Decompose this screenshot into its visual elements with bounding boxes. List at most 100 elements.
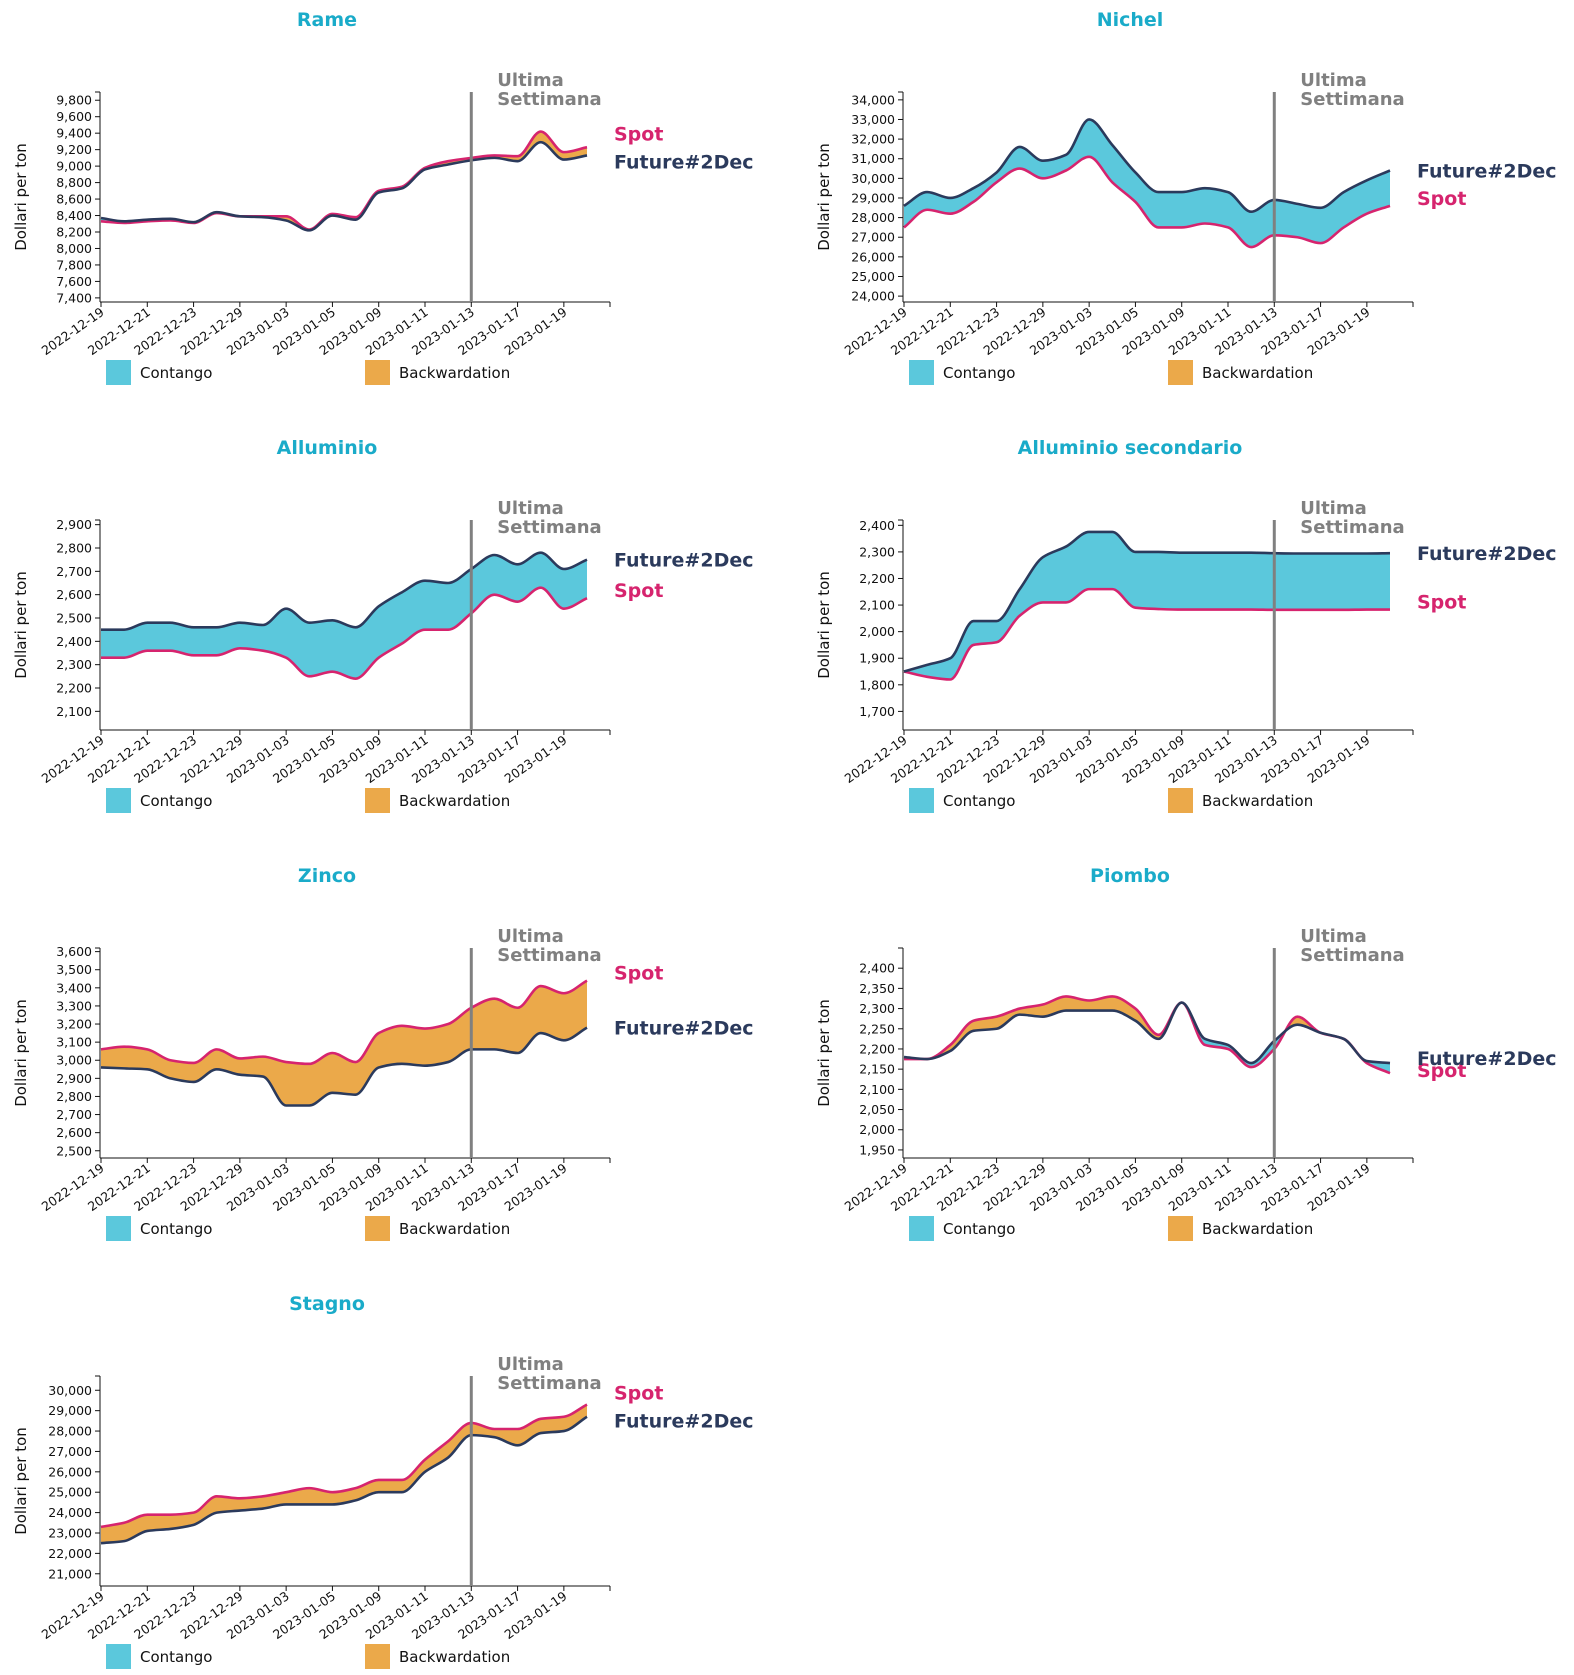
y-tick-label: 29,000: [48, 1403, 92, 1418]
y-tick-label: 3,600: [56, 944, 92, 959]
y-tick-label: 1,950: [859, 1142, 895, 1157]
chart-panel: Zinco 2,500 2,600 2,700 2,800 2,900 3,000 3,100…: [12, 865, 754, 1241]
y-tick-label: 2,300: [859, 544, 895, 559]
spot-line: [100, 979, 588, 1066]
y-axis-label: Dollari per ton: [12, 571, 30, 679]
y-tick-label: 2,300: [56, 657, 92, 672]
y-tick-label: 2,600: [56, 1125, 92, 1140]
legend-backwardation-label: Backwardation: [1202, 792, 1313, 810]
y-tick-label: 2,200: [859, 1041, 895, 1056]
y-tick-label: 9,200: [56, 142, 92, 157]
spot-series-label: Spot: [614, 963, 663, 985]
y-tick-label: 30,000: [48, 1383, 92, 1398]
legend-contango-swatch: [106, 1216, 131, 1241]
y-axis-label: Dollari per ton: [815, 143, 833, 251]
y-tick-label: 29,000: [851, 190, 895, 205]
y-tick-label: 3,400: [56, 980, 92, 995]
legend-backwardation-swatch: [1168, 360, 1193, 385]
y-tick-label: 2,900: [56, 517, 92, 532]
chart-title: Nichel: [1097, 9, 1164, 31]
y-tick-label: 2,200: [859, 571, 895, 586]
y-tick-label: 1,900: [859, 651, 895, 666]
legend-backwardation-label: Backwardation: [399, 364, 510, 382]
y-tick-label: 2,100: [859, 598, 895, 613]
last-week-label: Ultima Settimana: [1300, 70, 1404, 110]
y-tick-label: 3,000: [56, 1053, 92, 1068]
future-line: [903, 530, 1391, 673]
y-tick-label: 9,800: [56, 93, 92, 108]
legend-contango-label: Contango: [140, 1220, 212, 1238]
spot-series-label: Spot: [614, 123, 663, 145]
y-tick-label: 24,000: [48, 1505, 92, 1520]
y-tick-label: 23,000: [48, 1525, 92, 1540]
legend-backwardation-swatch: [365, 360, 390, 385]
spot-line: [101, 586, 588, 680]
y-tick-label: 26,000: [48, 1464, 92, 1479]
spot-series-label: Spot: [1417, 188, 1466, 210]
y-tick-label: 32,000: [851, 132, 895, 147]
y-tick-label: 9,600: [56, 109, 92, 124]
future-line: [100, 551, 588, 631]
future-line: [100, 1026, 588, 1107]
y-tick-label: 2,400: [859, 961, 895, 976]
last-week-label: Ultima Settimana: [1300, 926, 1404, 966]
future-line: [903, 1001, 1391, 1065]
legend-contango-swatch: [909, 1216, 934, 1241]
y-tick-label: 33,000: [851, 112, 895, 127]
last-week-label: Ultima Settimana: [1300, 498, 1404, 538]
y-tick-label: 2,700: [56, 564, 92, 579]
chart-title: Zinco: [298, 865, 356, 887]
y-tick-label: 2,050: [859, 1102, 895, 1117]
legend-backwardation-label: Backwardation: [1202, 1220, 1313, 1238]
legend-contango-label: Contango: [140, 1648, 212, 1666]
y-tick-label: 2,500: [56, 611, 92, 626]
spot-line: [100, 130, 588, 231]
future-line: [903, 118, 1391, 214]
future-series-label: Future#2Dec: [614, 151, 754, 173]
y-tick-label: 2,800: [56, 541, 92, 556]
y-tick-label: 8,200: [56, 225, 92, 240]
y-axis-label: Dollari per ton: [12, 1427, 30, 1535]
contango-area: [101, 552, 587, 679]
y-tick-label: 2,200: [56, 681, 92, 696]
y-axis-label: Dollari per ton: [815, 999, 833, 1107]
future-series-label: Future#2Dec: [614, 1018, 754, 1040]
y-axis-label: Dollari per ton: [12, 999, 30, 1107]
y-tick-label: 2,100: [859, 1082, 895, 1097]
future-series-label: Future#2Dec: [1417, 1048, 1557, 1070]
y-tick-label: 2,500: [56, 1143, 92, 1158]
chart-title: Stagno: [289, 1293, 365, 1315]
chart-title: Alluminio: [277, 437, 378, 459]
legend-contango-swatch: [106, 1644, 131, 1669]
y-tick-label: 8,000: [56, 241, 92, 256]
y-tick-label: 24,000: [851, 289, 895, 304]
future-line: [100, 140, 588, 232]
y-tick-label: 2,900: [56, 1071, 92, 1086]
chart-panel: Alluminio 2,100 2,200 2,300 2,400 2,500 2,600 2…: [12, 437, 754, 813]
y-tick-label: 2,150: [859, 1062, 895, 1077]
y-tick-label: 7,800: [56, 257, 92, 272]
legend-contango-swatch: [106, 360, 131, 385]
y-tick-label: 2,600: [56, 587, 92, 602]
y-tick-label: 8,800: [56, 175, 92, 190]
legend-backwardation-swatch: [365, 1216, 390, 1241]
y-tick-label: 9,000: [56, 159, 92, 174]
spot-series-label: Spot: [614, 580, 663, 602]
last-week-label: Ultima Settimana: [497, 926, 601, 966]
spot-line: [903, 995, 1391, 1075]
legend-backwardation-swatch: [365, 788, 390, 813]
legend-backwardation-label: Backwardation: [399, 1220, 510, 1238]
y-tick-label: 2,000: [859, 624, 895, 639]
y-tick-label: 7,600: [56, 274, 92, 289]
y-tick-label: 30,000: [851, 171, 895, 186]
legend-contango-swatch: [909, 788, 934, 813]
chart-panel: Alluminio secondario 1,700 1,800 1,900 2,000…: [815, 437, 1557, 813]
y-axis-label: Dollari per ton: [12, 143, 30, 251]
y-tick-label: 9,400: [56, 126, 92, 141]
y-tick-label: 28,000: [851, 210, 895, 225]
legend-backwardation-swatch: [365, 1644, 390, 1669]
legend-contango-label: Contango: [943, 364, 1015, 382]
y-tick-label: 2,250: [859, 1021, 895, 1036]
